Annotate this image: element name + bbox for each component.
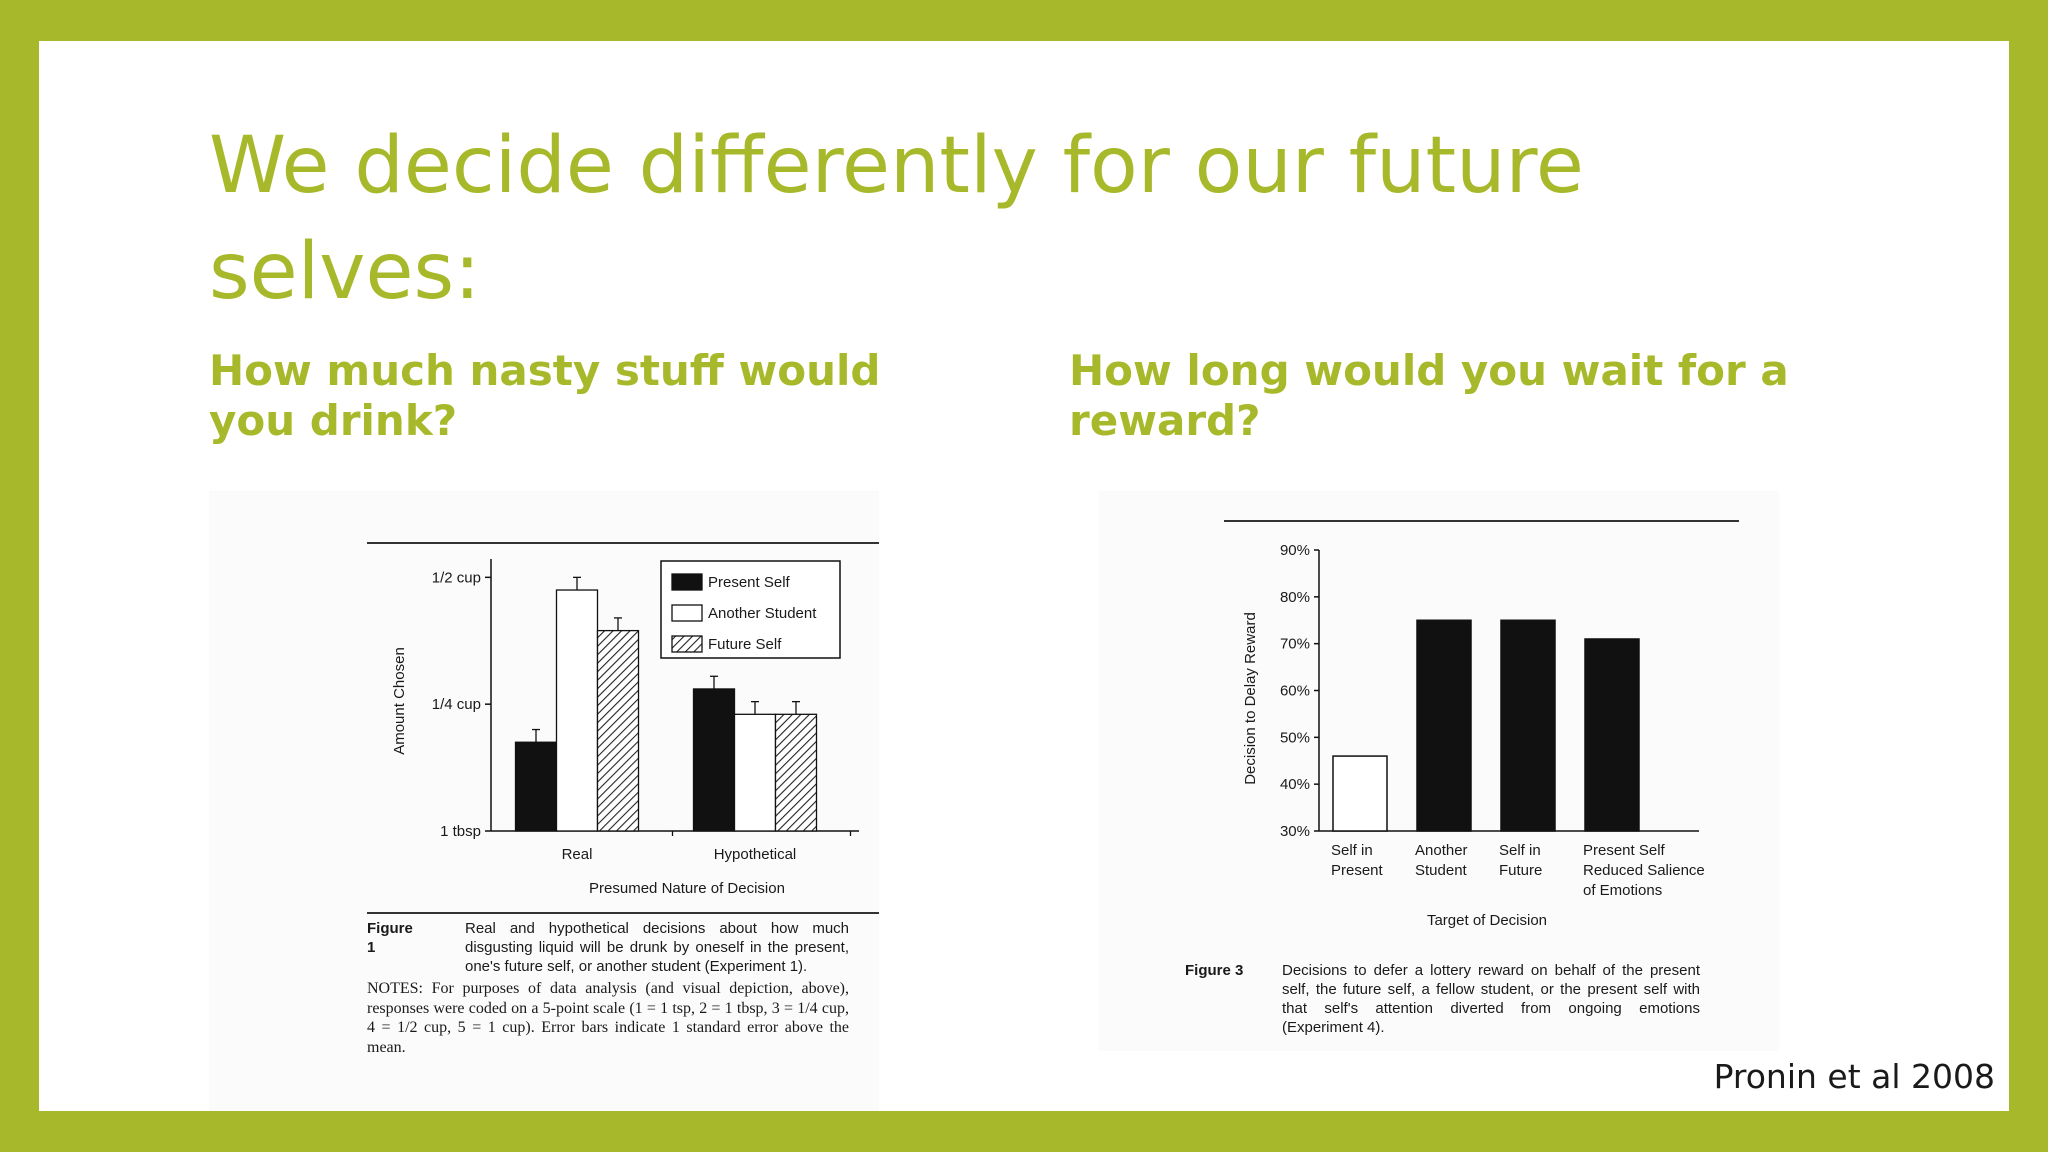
figure-3-chart: 30% 40% 50% 60% 70% 80% 90% Decision to Delay R… xyxy=(1224,520,1739,929)
figure-1-bar xyxy=(774,713,818,832)
figure-3-y-axis-label: Decision to Delay Reward xyxy=(1242,612,1259,785)
figure-1-chart: 1 tbsp 1/4 cup 1/2 cup Amount Chosen Real Hyp… xyxy=(367,542,879,914)
figure-1-y-tick-label: 1/4 cup xyxy=(432,696,481,713)
figure-1-category-label: Real xyxy=(562,846,593,863)
figure-1-y-tick-label: 1 tbsp xyxy=(440,823,481,840)
figure-3-bar-label: of Emotions xyxy=(1583,882,1662,899)
figure-3-bar-label: Self in xyxy=(1499,842,1541,859)
figure-3-bar-label: Student xyxy=(1415,862,1468,879)
figure-3-y-tick-label: 60% xyxy=(1280,683,1310,700)
figure-1-bar xyxy=(514,741,558,832)
figure-1-legend-label: Future Self xyxy=(708,636,782,653)
figure-1-notes: NOTES: For purposes of data analysis (an… xyxy=(367,980,849,1056)
slide: We decide differently for our future sel… xyxy=(39,41,2009,1111)
figure-3-bar-label: Future xyxy=(1499,862,1542,879)
figure-3-bar-label: Another xyxy=(1415,842,1468,859)
figure-3-y-tick-label: 30% xyxy=(1280,823,1310,840)
figure-1-bar xyxy=(596,629,640,832)
figure-3-bar xyxy=(1416,619,1472,832)
figure-3-bar xyxy=(1500,619,1556,832)
figure-1-category-label: Hypothetical xyxy=(714,846,797,863)
figure-1-bar xyxy=(733,713,777,832)
slide-title: We decide differently for our future sel… xyxy=(209,121,1584,317)
figure-3-y-tick-label: 50% xyxy=(1280,729,1310,746)
figure-3: 30% 40% 50% 60% 70% 80% 90% Decision to Delay R… xyxy=(1099,491,1779,1051)
figure-3-caption-label: Figure 3 xyxy=(1185,962,1244,979)
figure-1-caption-text: Real and hypothetical decisions about ho… xyxy=(465,920,849,975)
figure-1-caption-label: Figure 1 xyxy=(367,920,413,956)
figure-3-bar-label: Present xyxy=(1331,862,1384,879)
figure-3-bar xyxy=(1332,755,1388,832)
figure-3-y-tick-label: 90% xyxy=(1280,542,1310,559)
figure-3-bar-label: Reduced Salience xyxy=(1583,862,1705,879)
figure-3-bar-label: Self in xyxy=(1331,842,1373,859)
figure-1-legend-swatch xyxy=(671,573,703,591)
figure-3-bar-label: Present Self xyxy=(1583,842,1666,859)
figure-1: 1 tbsp 1/4 cup 1/2 cup Amount Chosen Real Hyp… xyxy=(209,491,879,1111)
figure-1-legend-label: Present Self xyxy=(708,574,791,591)
left-heading: How much nasty stuff would you drink? xyxy=(209,346,881,445)
figure-3-x-axis-label: Target of Decision xyxy=(1427,912,1547,929)
right-heading: How long would you wait for a reward? xyxy=(1069,346,1789,445)
figure-3-bar xyxy=(1584,638,1640,832)
figure-1-y-tick-label: 1/2 cup xyxy=(432,569,481,586)
figure-1-legend-label: Another Student xyxy=(708,605,817,622)
figure-1-legend-swatch xyxy=(671,635,703,653)
figure-1-x-axis-label: Presumed Nature of Decision xyxy=(589,880,785,897)
figure-3-caption-text: Decisions to defer a lottery reward on b… xyxy=(1282,962,1700,1036)
figure-1-bar xyxy=(692,688,736,832)
figure-1-y-axis-label: Amount Chosen xyxy=(391,647,408,755)
citation: Pronin et al 2008 xyxy=(1713,1057,1995,1096)
figure-3-y-tick-label: 40% xyxy=(1280,776,1310,793)
figure-1-bar xyxy=(555,589,599,832)
figure-3-y-tick-label: 70% xyxy=(1280,636,1310,653)
figure-1-legend-swatch xyxy=(671,604,703,622)
figure-3-y-tick-label: 80% xyxy=(1280,589,1310,606)
